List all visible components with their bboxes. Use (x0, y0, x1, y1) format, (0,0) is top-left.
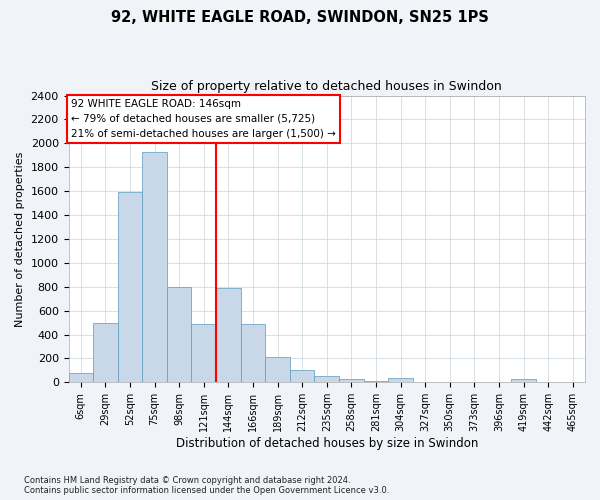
Text: Contains HM Land Registry data © Crown copyright and database right 2024.: Contains HM Land Registry data © Crown c… (24, 476, 350, 485)
Bar (511, 379, 536, 382)
Title: Size of property relative to detached houses in Swindon: Size of property relative to detached ho… (151, 80, 502, 93)
Text: 92 WHITE EAGLE ROAD: 146sqm
← 79% of detached houses are smaller (5,725)
21% of : 92 WHITE EAGLE ROAD: 146sqm ← 79% of det… (71, 99, 336, 138)
Bar (142, 152, 167, 382)
Bar (265, 358, 290, 382)
Bar (339, 379, 364, 382)
Text: Contains public sector information licensed under the Open Government Licence v3: Contains public sector information licen… (24, 486, 389, 495)
Bar (68, 374, 93, 382)
Bar (191, 324, 216, 382)
Bar (167, 286, 191, 382)
X-axis label: Distribution of detached houses by size in Swindon: Distribution of detached houses by size … (176, 437, 478, 450)
Y-axis label: Number of detached properties: Number of detached properties (15, 152, 25, 326)
Text: 92, WHITE EAGLE ROAD, SWINDON, SN25 1PS: 92, WHITE EAGLE ROAD, SWINDON, SN25 1PS (111, 10, 489, 25)
Bar (118, 192, 142, 382)
Bar (364, 381, 388, 382)
Bar (388, 378, 413, 382)
Bar (241, 324, 265, 382)
Bar (290, 370, 314, 382)
Bar (314, 376, 339, 382)
Bar (216, 288, 241, 382)
Bar (93, 322, 118, 382)
